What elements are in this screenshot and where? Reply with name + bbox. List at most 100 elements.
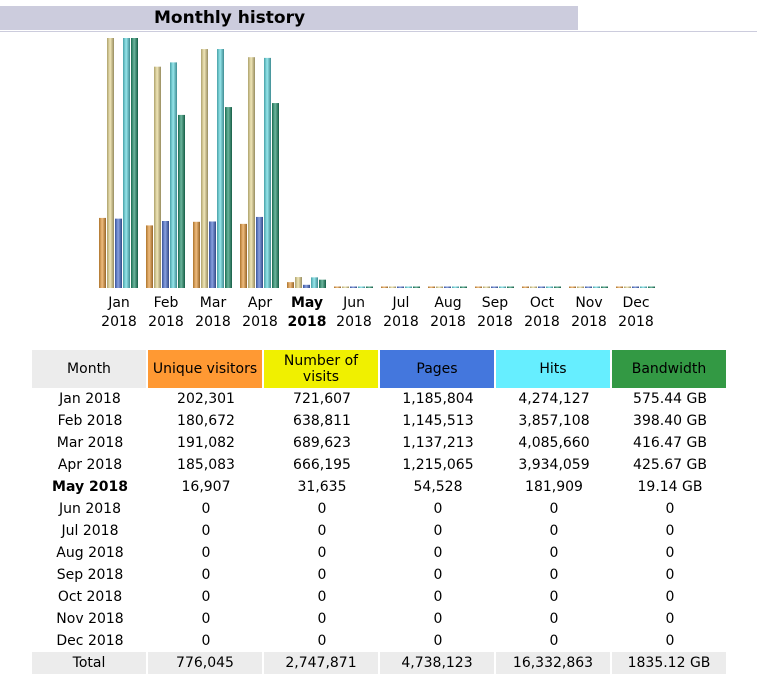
bar-number-of-visits	[483, 286, 490, 288]
value-cell: 4,085,660	[518, 435, 590, 451]
header-bandwidth: Bandwidth	[612, 350, 728, 388]
value-cell: 1,215,065	[402, 457, 474, 473]
bar-pages	[632, 286, 639, 288]
month-cell: Nov 2018	[56, 611, 124, 627]
bar-hits	[217, 49, 224, 288]
monthly-stats-table: Month Unique visitors Number of visits P…	[32, 350, 728, 674]
bar-pages	[115, 218, 122, 288]
bar-pages	[491, 286, 498, 288]
month-tick-label: Nov	[575, 295, 602, 311]
bar-unique-visitors	[334, 286, 341, 288]
bar-bandwidth	[413, 286, 420, 288]
value-cell: 0	[665, 545, 675, 561]
bar-number-of-visits	[577, 286, 584, 288]
bar-pages	[350, 286, 357, 288]
value-cell: 3,857,108	[518, 413, 590, 429]
month-tick-label: Apr	[248, 295, 272, 311]
month-tick-label: Jul	[392, 295, 410, 311]
table-row: May 2018 16,907 31,635 54,528 181,909 19.14 G…	[32, 476, 728, 498]
value-cell: 19.14 GB	[637, 479, 703, 495]
value-cell: 0	[317, 589, 327, 605]
bar-bandwidth	[601, 286, 608, 288]
chart-axis-labels: Jan 2018 Feb 2018 Mar 2018 Apr 2018 May 2018 Jun 20…	[101, 295, 654, 330]
value-cell: 185,083	[177, 457, 235, 473]
value-cell: 0	[201, 545, 211, 561]
value-cell: 0	[549, 523, 559, 539]
table-row: Nov 2018 0 0 0 0 0	[32, 608, 728, 630]
month-cell: Jul 2018	[61, 523, 119, 539]
month-cell: Aug 2018	[56, 545, 124, 561]
value-cell: 0	[317, 611, 327, 627]
bar-hits	[593, 286, 600, 288]
value-cell: 31,635	[297, 479, 347, 495]
value-cell: 0	[549, 589, 559, 605]
value-cell: 1,137,213	[402, 435, 474, 451]
value-cell: 0	[665, 567, 675, 583]
bar-bandwidth	[648, 286, 655, 288]
table-row: Apr 2018 185,083 666,195 1,215,065 3,934,059…	[32, 454, 728, 476]
bar-bandwidth	[460, 286, 467, 288]
month-cell: Apr 2018	[57, 457, 123, 473]
value-cell: 0	[549, 633, 559, 649]
table-row: Mar 2018 191,082 689,623 1,137,213 4,085,660…	[32, 432, 728, 454]
bar-hits	[123, 38, 130, 288]
value-cell: 0	[665, 501, 675, 517]
value-cell: 16,907	[181, 479, 231, 495]
value-cell: 0	[317, 633, 327, 649]
year-tick-label: 2018	[618, 314, 654, 330]
value-cell: 191,082	[177, 435, 235, 451]
value-cell: 0	[433, 545, 443, 561]
month-tick-label: May	[291, 295, 323, 311]
value-cell: 0	[549, 501, 559, 517]
month-cell: Sep 2018	[56, 567, 124, 583]
year-tick-label: 2018	[242, 314, 278, 330]
bar-number-of-visits	[107, 38, 114, 288]
table-total-row: Total 776,045 2,747,871 4,738,123 16,332,863…	[32, 652, 728, 674]
bar-hits	[499, 286, 506, 288]
value-cell: 0	[665, 523, 675, 539]
bar-number-of-visits	[342, 286, 349, 288]
value-cell: 0	[317, 545, 327, 561]
value-cell: 4,738,123	[380, 652, 496, 674]
table-row: Jul 2018 0 0 0 0 0	[32, 520, 728, 542]
bar-pages	[162, 220, 169, 288]
value-cell: 0	[201, 633, 211, 649]
month-tick-label: Jun	[342, 295, 365, 311]
value-cell: 0	[433, 567, 443, 583]
value-cell: 666,195	[293, 457, 351, 473]
value-cell: 0	[201, 523, 211, 539]
value-cell: 54,528	[413, 479, 463, 495]
month-tick-label: Sep	[482, 295, 509, 311]
value-cell: 776,045	[148, 652, 264, 674]
value-cell: 638,811	[293, 413, 351, 429]
bar-unique-visitors	[240, 223, 247, 288]
header-unique-visitors: Unique visitors	[148, 350, 264, 388]
bar-pages	[538, 286, 545, 288]
month-cell: Dec 2018	[56, 633, 124, 649]
bar-number-of-visits	[248, 57, 255, 288]
bar-bandwidth	[507, 286, 514, 288]
year-tick-label: 2018	[148, 314, 184, 330]
table-row: Jan 2018 202,301 721,607 1,185,804 4,274,127…	[32, 388, 728, 410]
value-cell: 0	[317, 501, 327, 517]
value-cell: 0	[665, 611, 675, 627]
year-tick-label: 2018	[477, 314, 513, 330]
value-cell: 1,185,804	[402, 391, 474, 407]
year-tick-label: 2018	[336, 314, 372, 330]
bar-number-of-visits	[201, 49, 208, 288]
bar-bandwidth	[272, 103, 279, 289]
bar-bandwidth	[319, 279, 326, 288]
value-cell: 1835.12 GB	[612, 652, 728, 674]
year-tick-label: 2018	[430, 314, 466, 330]
bar-hits	[170, 62, 177, 288]
bar-pages	[303, 284, 310, 288]
bar-bandwidth	[131, 38, 138, 288]
value-cell: 689,623	[293, 435, 351, 451]
value-cell: 0	[433, 611, 443, 627]
value-cell: 0	[549, 567, 559, 583]
table-row: Feb 2018 180,672 638,811 1,145,513 3,857,108…	[32, 410, 728, 432]
monthly-history-chart: Jan 2018 Feb 2018 Mar 2018 Apr 2018 May 2018 Jun 20…	[99, 38, 655, 330]
value-cell: 3,934,059	[518, 457, 590, 473]
value-cell: 721,607	[293, 391, 351, 407]
value-cell: 0	[549, 611, 559, 627]
